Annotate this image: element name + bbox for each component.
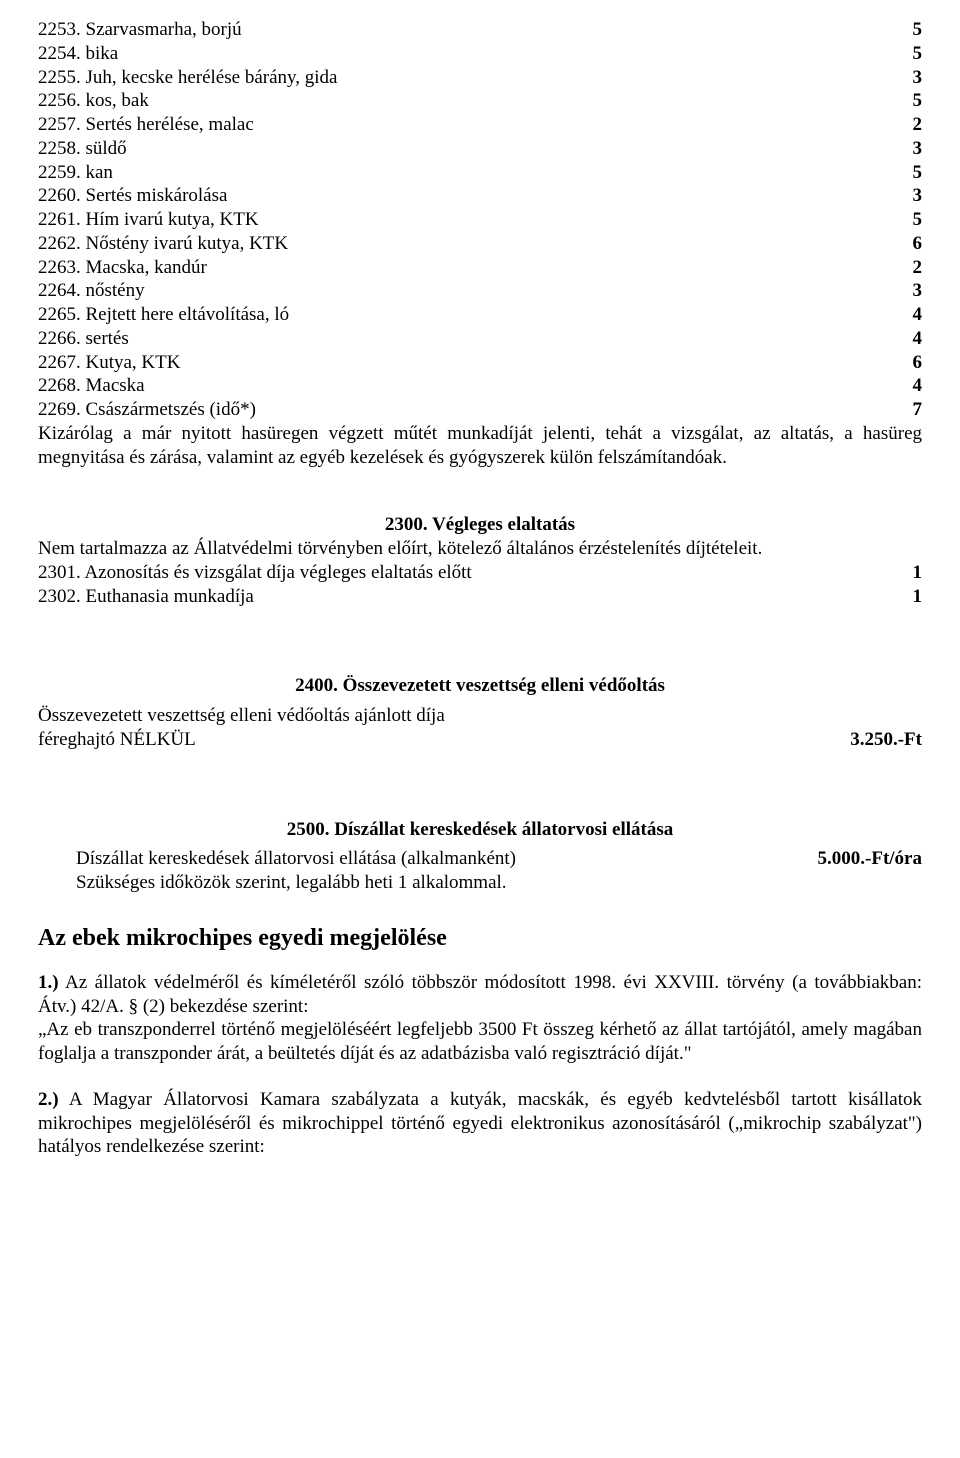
price-list-label: 2269. Császármetszés (idő*) bbox=[38, 398, 901, 422]
price-list-row: 2262. Nőstény ivarú kutya, KTK6 bbox=[38, 232, 922, 256]
price-list-row: 2258. süldő3 bbox=[38, 137, 922, 161]
price-list-label: 2263. Macska, kandúr bbox=[38, 256, 901, 280]
microchip-para-2: 2.) A Magyar Állatorvosi Kamara szabályz… bbox=[38, 1088, 922, 1159]
price-list-row: 2264. nőstény3 bbox=[38, 279, 922, 303]
price-list-value: 3 bbox=[901, 279, 923, 303]
price-list-row: 2259. kan5 bbox=[38, 161, 922, 185]
section-2300-intro: Nem tartalmazza az Állatvédelmi törvényb… bbox=[38, 537, 922, 561]
price-list-value: 3 bbox=[901, 137, 923, 161]
price-list-label: 2256. kos, bak bbox=[38, 89, 901, 113]
surgery-note-paragraph: Kizárólag a már nyitott hasüregen végzet… bbox=[38, 422, 922, 470]
s2300-row: 2302. Euthanasia munkadíja1 bbox=[38, 585, 922, 609]
price-list-value: 2 bbox=[901, 256, 923, 280]
price-list-row: 2254. bika5 bbox=[38, 42, 922, 66]
price-list-label: 2265. Rejtett here eltávolítása, ló bbox=[38, 303, 901, 327]
price-list-label: 2258. süldő bbox=[38, 137, 901, 161]
price-list-label: 2268. Macska bbox=[38, 374, 901, 398]
section-2400-fee-row: féreghajtó NÉLKÜL 3.250.-Ft bbox=[38, 728, 922, 752]
price-list-label: 2259. kan bbox=[38, 161, 901, 185]
price-list-row: 2255. Juh, kecske herélése bárány, gida3 bbox=[38, 66, 922, 90]
microchip-p1-quote: „Az eb transzponderrel történő megjelölé… bbox=[38, 1018, 922, 1066]
price-list-row: 2268. Macska4 bbox=[38, 374, 922, 398]
price-list-label: 2254. bika bbox=[38, 42, 901, 66]
price-list-value: 6 bbox=[901, 232, 923, 256]
section-2500-note: Szükséges időközök szerint, legalább het… bbox=[76, 871, 922, 895]
price-list-value: 7 bbox=[901, 398, 923, 422]
microchip-p2-lead: 2.) bbox=[38, 1089, 59, 1110]
price-list-label: 2261. Hím ivarú kutya, KTK bbox=[38, 208, 901, 232]
microchip-p1-lead: 1.) bbox=[38, 972, 59, 993]
price-list-label: 2264. nőstény bbox=[38, 279, 901, 303]
price-list-row: 2265. Rejtett here eltávolítása, ló4 bbox=[38, 303, 922, 327]
price-list-value: 5 bbox=[901, 18, 923, 42]
price-list-label: 2262. Nőstény ivarú kutya, KTK bbox=[38, 232, 901, 256]
microchip-p1-text: Az állatok védelméről és kíméletéről szó… bbox=[38, 972, 922, 1017]
price-list-value: 4 bbox=[901, 327, 923, 351]
section-2500-fee-value: 5.000.-Ft/óra bbox=[806, 847, 922, 871]
price-list-value: 4 bbox=[901, 374, 923, 398]
price-list-row: 2261. Hím ivarú kutya, KTK5 bbox=[38, 208, 922, 232]
microchip-para-1: 1.) Az állatok védelméről és kíméletéről… bbox=[38, 971, 922, 1019]
microchip-p2-text: A Magyar Állatorvosi Kamara szabályzata … bbox=[38, 1089, 922, 1158]
price-list-row: 2263. Macska, kandúr2 bbox=[38, 256, 922, 280]
price-list-row: 2253. Szarvasmarha, borjú5 bbox=[38, 18, 922, 42]
s2300-row: 2301. Azonosítás és vizsgálat díja végle… bbox=[38, 561, 922, 585]
price-list-row: 2257. Sertés herélése, malac2 bbox=[38, 113, 922, 137]
price-list-value: 5 bbox=[901, 161, 923, 185]
price-list-row: 2256. kos, bak5 bbox=[38, 89, 922, 113]
microchip-heading: Az ebek mikrochipes egyedi megjelölése bbox=[38, 923, 922, 953]
price-list-row: 2266. sertés4 bbox=[38, 327, 922, 351]
section-2400-fee-value: 3.250.-Ft bbox=[838, 728, 922, 752]
price-list-value: 5 bbox=[901, 89, 923, 113]
price-list-label: 2260. Sertés miskárolása bbox=[38, 184, 901, 208]
price-list-label: 2255. Juh, kecske herélése bárány, gida bbox=[38, 66, 901, 90]
s2300-value: 1 bbox=[901, 561, 923, 585]
s2300-value: 1 bbox=[901, 585, 923, 609]
price-list-value: 2 bbox=[901, 113, 923, 137]
price-list-row: 2260. Sertés miskárolása3 bbox=[38, 184, 922, 208]
section-2500-fee-row: Díszállat kereskedések állatorvosi ellát… bbox=[76, 847, 922, 871]
price-list-value: 5 bbox=[901, 208, 923, 232]
price-list-label: 2253. Szarvasmarha, borjú bbox=[38, 18, 901, 42]
s2300-label: 2301. Azonosítás és vizsgálat díja végle… bbox=[38, 561, 901, 585]
section-2400-title: 2400. Összevezetett veszettség elleni vé… bbox=[38, 674, 922, 698]
price-list-value: 3 bbox=[901, 184, 923, 208]
price-list-row: 2267. Kutya, KTK6 bbox=[38, 351, 922, 375]
section-2300-title: 2300. Végleges elaltatás bbox=[38, 513, 922, 537]
price-list-value: 3 bbox=[901, 66, 923, 90]
price-list-label: 2266. sertés bbox=[38, 327, 901, 351]
section-2400-line1: Összevezetett veszettség elleni védőoltá… bbox=[38, 704, 922, 728]
price-list-label: 2257. Sertés herélése, malac bbox=[38, 113, 901, 137]
section-2500-fee-label: Díszállat kereskedések állatorvosi ellát… bbox=[76, 847, 806, 871]
section-2400-fee-label: féreghajtó NÉLKÜL bbox=[38, 728, 838, 752]
section-2500-title: 2500. Díszállat kereskedések állatorvosi… bbox=[38, 818, 922, 842]
s2300-label: 2302. Euthanasia munkadíja bbox=[38, 585, 901, 609]
price-list-value: 5 bbox=[901, 42, 923, 66]
price-list-row: 2269. Császármetszés (idő*)7 bbox=[38, 398, 922, 422]
price-list-label: 2267. Kutya, KTK bbox=[38, 351, 901, 375]
price-list-value: 6 bbox=[901, 351, 923, 375]
price-list-value: 4 bbox=[901, 303, 923, 327]
